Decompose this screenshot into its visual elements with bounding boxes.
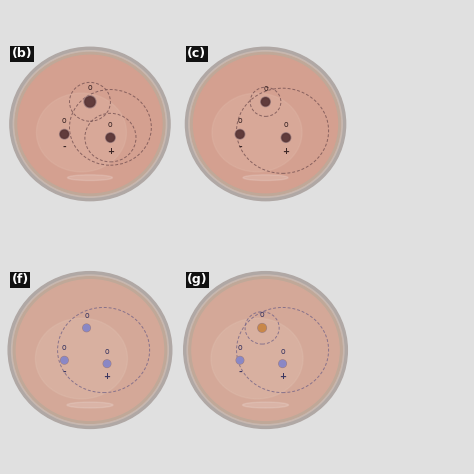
- Text: o: o: [237, 343, 242, 352]
- Ellipse shape: [185, 47, 346, 201]
- Text: o: o: [263, 84, 268, 93]
- Circle shape: [61, 356, 68, 364]
- Circle shape: [104, 361, 110, 367]
- Circle shape: [261, 97, 270, 107]
- Ellipse shape: [211, 318, 303, 399]
- Ellipse shape: [187, 275, 344, 425]
- Ellipse shape: [67, 402, 113, 408]
- Circle shape: [281, 133, 291, 142]
- Text: +: +: [107, 146, 114, 155]
- Text: o: o: [260, 310, 264, 319]
- Ellipse shape: [189, 51, 342, 197]
- Text: o: o: [280, 346, 285, 356]
- Ellipse shape: [16, 280, 164, 420]
- Text: o: o: [283, 119, 288, 128]
- Ellipse shape: [184, 272, 347, 428]
- Text: -: -: [63, 368, 66, 377]
- Ellipse shape: [212, 93, 302, 172]
- Ellipse shape: [36, 318, 128, 399]
- Text: -: -: [238, 368, 242, 377]
- Ellipse shape: [11, 275, 168, 425]
- Circle shape: [60, 129, 69, 139]
- Ellipse shape: [8, 272, 172, 428]
- Circle shape: [60, 130, 68, 138]
- Text: -: -: [63, 143, 66, 152]
- Text: o: o: [62, 116, 67, 125]
- Circle shape: [262, 98, 270, 106]
- Circle shape: [279, 361, 286, 367]
- Text: -: -: [238, 143, 242, 152]
- Text: (g): (g): [187, 273, 208, 286]
- Text: (c): (c): [187, 47, 206, 60]
- Circle shape: [106, 133, 115, 142]
- Circle shape: [84, 96, 96, 108]
- Text: +: +: [103, 372, 110, 381]
- Text: (b): (b): [11, 47, 32, 60]
- Circle shape: [236, 356, 244, 364]
- Ellipse shape: [13, 51, 167, 197]
- Text: +: +: [283, 146, 290, 155]
- Text: (f): (f): [11, 273, 29, 286]
- Circle shape: [237, 357, 243, 364]
- Circle shape: [236, 130, 244, 138]
- Ellipse shape: [15, 52, 165, 196]
- Ellipse shape: [192, 280, 339, 420]
- Circle shape: [106, 134, 115, 142]
- Circle shape: [85, 97, 95, 107]
- Circle shape: [83, 324, 91, 332]
- Ellipse shape: [193, 55, 337, 193]
- Circle shape: [258, 324, 266, 332]
- Ellipse shape: [18, 55, 162, 193]
- Circle shape: [103, 360, 111, 367]
- Ellipse shape: [189, 277, 342, 423]
- Circle shape: [235, 129, 245, 139]
- Circle shape: [258, 324, 266, 331]
- Circle shape: [61, 357, 68, 364]
- Ellipse shape: [243, 402, 289, 408]
- Circle shape: [282, 134, 290, 142]
- Ellipse shape: [243, 175, 288, 181]
- Text: o: o: [237, 116, 242, 125]
- Ellipse shape: [67, 175, 112, 181]
- Ellipse shape: [36, 93, 127, 172]
- Text: o: o: [84, 311, 89, 320]
- Circle shape: [279, 360, 286, 367]
- Ellipse shape: [191, 52, 340, 196]
- Text: o: o: [108, 119, 113, 128]
- Text: o: o: [105, 346, 109, 356]
- Text: +: +: [279, 372, 286, 381]
- Text: o: o: [62, 343, 67, 352]
- Text: o: o: [88, 82, 92, 91]
- Circle shape: [83, 325, 90, 331]
- Ellipse shape: [13, 277, 167, 423]
- Ellipse shape: [10, 47, 170, 201]
